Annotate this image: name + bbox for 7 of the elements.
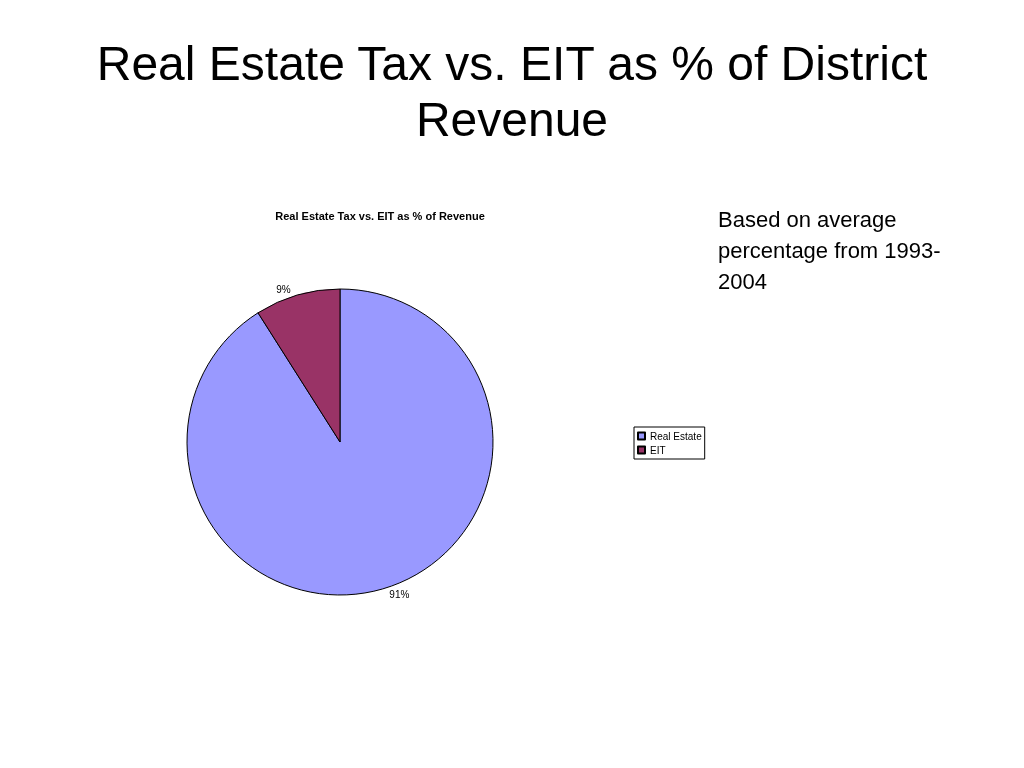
text: Based on average percentage from 1993-2004	[718, 206, 942, 296]
data-label: 91%	[389, 589, 410, 601]
chart-subtitle: Real Estate Tax vs. EIT as % of Revenue	[275, 209, 485, 222]
legend-label: Real Estate	[650, 430, 703, 442]
data-label: 9%	[276, 283, 291, 295]
chart-title: Real Estate Tax vs. EIT as % of District Revenue	[95, 36, 929, 148]
legend-label: EIT	[650, 444, 666, 456]
